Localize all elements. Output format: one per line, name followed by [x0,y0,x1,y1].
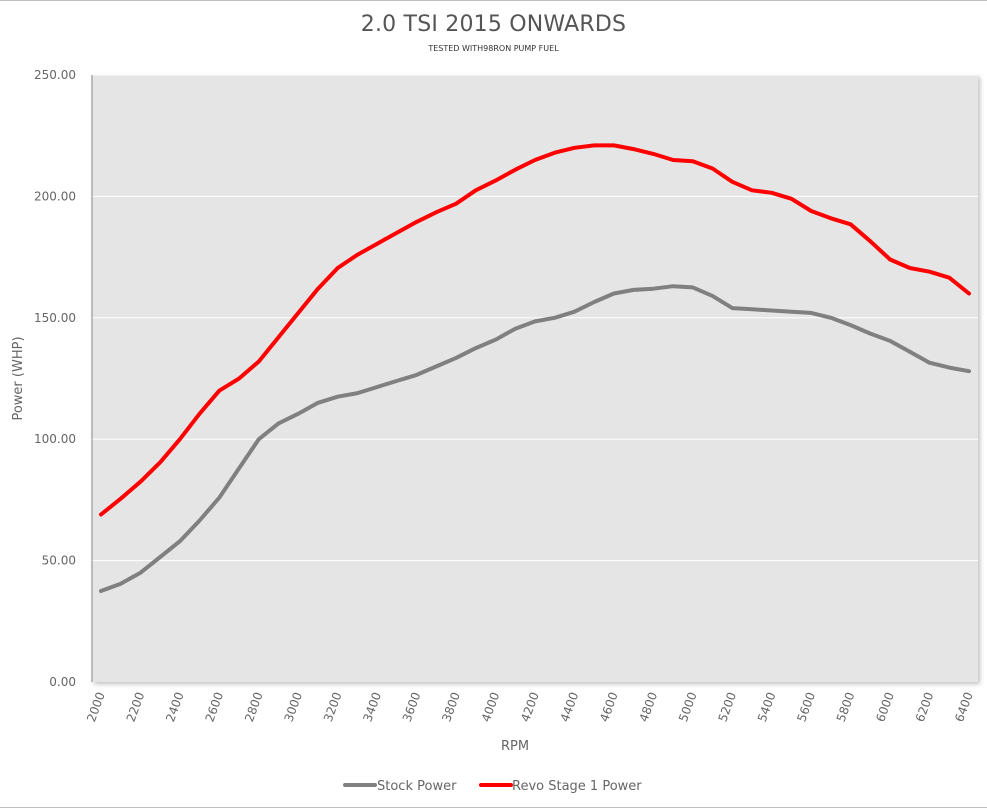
x-tick-label: 6000 [873,690,897,723]
x-tick-label: 4800 [637,690,661,723]
y-tick-label: 0.00 [49,675,76,689]
series-line-revo-stage-1-power [99,143,971,517]
x-tick-label: 2400 [163,690,187,723]
x-tick-label: 6200 [913,690,937,723]
x-tick-label: 5000 [676,690,700,723]
frame-top-border [0,0,987,1]
y-axis-title: Power (WHP) [11,336,26,420]
x-tick-label: 2000 [84,690,108,723]
y-tick-label: 250.00 [34,68,76,82]
x-tick-label: 4200 [518,690,542,723]
x-tick-label: 4000 [479,690,503,723]
chart-title: 2.0 TSI 2015 ONWARDS [360,12,627,37]
y-tick-label: 100.00 [34,432,76,446]
series-line-stock-power [99,284,971,593]
x-tick-label: 5600 [794,690,818,723]
chart-subtitle: TESTED WITH98RON PUMP FUEL [428,44,559,53]
x-tick-label: 4400 [558,690,582,723]
y-tick-label: 50.00 [42,554,76,568]
x-tick-label: 5800 [834,690,858,723]
y-tick-label: 200.00 [34,189,76,203]
x-tick-label: 3200 [321,690,345,723]
x-tick-label: 3600 [400,690,424,723]
x-tick-label: 2600 [203,690,227,723]
x-tick-label: 5200 [715,690,739,723]
legend-label-revo-stage-1-power: Revo Stage 1 Power [512,779,642,794]
x-tick-label: 2800 [242,690,266,723]
x-tick-label: 3800 [439,690,463,723]
x-tick-label: 3400 [360,690,384,723]
x-tick-label: 6400 [952,690,976,723]
y-tick-label: 150.00 [34,311,76,325]
legend-label-stock-power: Stock Power [377,779,457,794]
x-tick-label: 5400 [755,690,779,723]
x-tick-label: 3000 [281,690,305,723]
x-tick-label: 4600 [597,690,621,723]
x-axis-title: RPM [501,739,529,754]
plot-area [92,75,978,682]
x-tick-label: 2200 [124,690,148,723]
